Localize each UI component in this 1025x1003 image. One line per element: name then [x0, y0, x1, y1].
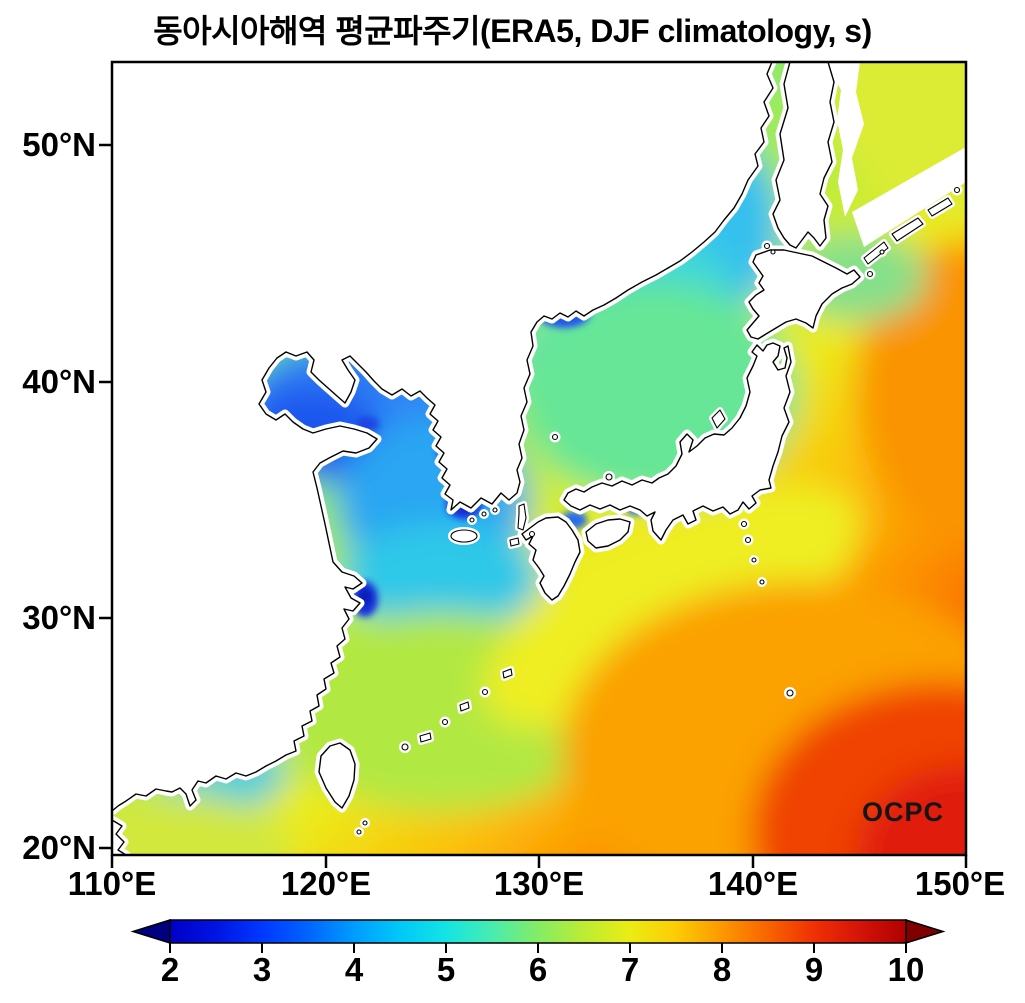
lon-label-140e: 140°E — [707, 865, 799, 902]
lon-label-110e: 110°E — [67, 865, 157, 902]
colorbar-label-2: 2 — [160, 951, 180, 988]
colorbar-label-7: 7 — [620, 951, 640, 988]
south-japan-yellow-band — [482, 485, 862, 729]
no-data-white-areas — [826, 62, 966, 247]
ocpc-logo: OCPC — [862, 797, 945, 827]
axis-ticks — [99, 143, 968, 868]
lat-label-40n: 40°N — [22, 363, 96, 400]
lon-label-150e: 150°E — [914, 865, 1006, 902]
colorbar-left-arrow — [130, 918, 171, 945]
colorbar-label-6: 6 — [528, 951, 548, 988]
colorbar-label-10: 10 — [887, 951, 925, 988]
colorbar-label-4: 4 — [344, 951, 364, 988]
lon-label-120e: 120°E — [280, 865, 372, 902]
lat-label-50n: 50°N — [22, 126, 96, 163]
colorbar-ticks — [169, 943, 907, 953]
colorbar-label-3: 3 — [252, 951, 272, 988]
colorbar-label-9: 9 — [804, 951, 824, 988]
colorbar-gradient-bar — [169, 919, 907, 944]
colorbar — [130, 918, 946, 953]
lon-label-130e: 130°E — [493, 865, 585, 902]
colorbar-label-8: 8 — [712, 951, 732, 988]
colorbar-label-5: 5 — [436, 951, 456, 988]
lat-label-20n: 20°N — [22, 829, 96, 866]
figure-title: 동아시아해역 평균파주기(ERA5, DJF climatology, s) — [153, 13, 872, 49]
lat-label-30n: 30°N — [22, 599, 96, 636]
colorbar-right-arrow — [905, 918, 946, 945]
